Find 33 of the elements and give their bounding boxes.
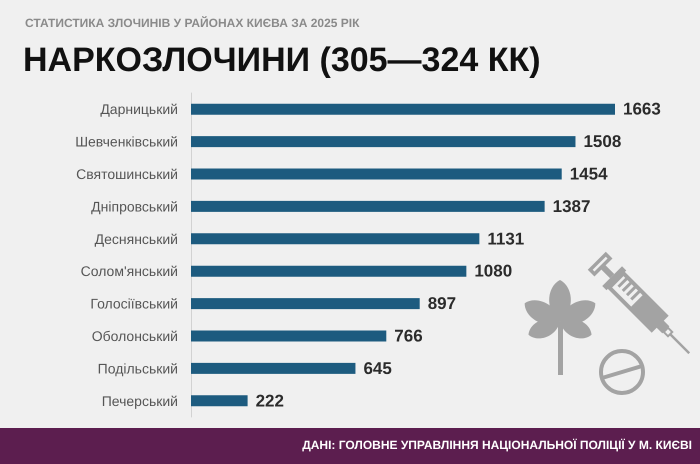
data-label: 1387 [552,196,590,216]
bar [191,233,480,244]
y-tick-label: Оболонський [92,328,178,344]
bar [191,136,576,148]
y-tick-label: Святошинський [76,166,178,182]
data-label: 645 [363,358,392,378]
bar [191,298,420,310]
bar [191,266,466,277]
bar [191,200,545,212]
bar [191,330,386,342]
data-label: 766 [394,326,423,346]
data-label: 1131 [487,229,524,248]
text: ДАНІ: ГОЛОВНЕ УПРАВЛІННЯ НАЦІОНАЛЬНОЇ ПОЛІЦІЇ У М. КИЄВІ [302,438,692,452]
y-tick-label: Деснянський [94,230,178,247]
data-label: 1454 [570,164,608,184]
bar [191,395,248,406]
data-label: 897 [428,294,456,314]
y-tick-label: Солом'янський [80,263,178,280]
chart-subtitle: СТАТИСТИКА ЗЛОЧИНІВ У РАЙОНАХ КИЄВА ЗА 2025 РІК [25,16,360,30]
data-label: 1508 [583,132,622,152]
bar [191,104,615,115]
y-tick-label: Шевченківський [75,134,178,150]
y-tick-label: Дарницький [100,101,178,118]
y-tick-label: Подільський [98,360,178,376]
bar [191,362,356,374]
data-label: 1080 [474,262,512,281]
data-label: 1663 [623,100,661,119]
y-tick-label: Голосіївський [90,296,178,312]
y-tick-label: Печерський [102,392,178,409]
chart-title: НАРКОЗЛОЧИНИ (305—324 КК) [23,41,541,79]
data-label: 222 [256,391,284,410]
y-tick-label: Дніпровський [91,198,178,214]
bar [191,168,562,180]
